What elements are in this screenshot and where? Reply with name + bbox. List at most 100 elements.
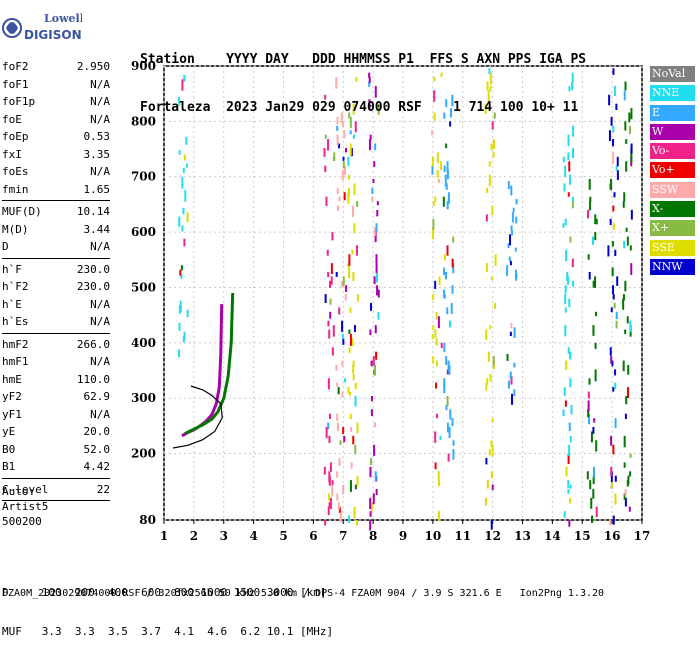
echo-dot xyxy=(486,480,489,489)
echo-dot xyxy=(433,90,436,102)
echo-dot xyxy=(610,356,613,364)
echo-dot xyxy=(630,108,633,120)
param-name: h`Es xyxy=(2,315,29,328)
x-tick-label: 15 xyxy=(574,529,591,543)
echo-dot xyxy=(490,440,493,447)
legend-item-x: X- xyxy=(650,201,695,218)
echo-dot xyxy=(629,471,632,477)
echo-dot xyxy=(437,178,440,184)
echo-dot xyxy=(612,125,615,133)
echo-dot xyxy=(624,497,627,507)
echo-dot xyxy=(342,338,345,345)
echo-dot xyxy=(491,484,494,491)
echo-dot xyxy=(432,227,435,240)
echo-dot xyxy=(351,249,354,255)
echo-dot xyxy=(338,457,341,466)
echo-dot xyxy=(327,378,330,390)
echo-dot xyxy=(507,181,510,190)
echo-dot xyxy=(374,422,377,428)
echo-dot xyxy=(373,227,376,237)
echo-dot xyxy=(433,77,436,82)
echo-dot xyxy=(589,201,592,211)
echo-dot xyxy=(446,170,449,180)
echo-dot xyxy=(345,147,348,153)
echo-dot xyxy=(443,165,446,173)
echo-dot xyxy=(323,466,326,475)
echo-dot xyxy=(327,320,330,327)
echo-dot xyxy=(567,134,570,146)
echo-dot xyxy=(328,280,331,288)
echo-dot xyxy=(513,327,516,339)
echo-dot xyxy=(626,236,629,246)
echo-dot xyxy=(349,480,352,492)
echo-dot xyxy=(180,265,183,271)
echo-dot xyxy=(327,271,330,278)
echo-dot xyxy=(616,156,619,167)
echo-dot xyxy=(489,72,492,85)
echo-dot xyxy=(594,311,597,317)
echo-dot xyxy=(352,435,355,445)
echo-dot xyxy=(351,338,354,347)
echo-dot xyxy=(563,183,566,192)
echo-dot xyxy=(181,176,184,189)
echo-dot xyxy=(178,322,181,331)
param-row: h`E N/A xyxy=(2,296,110,314)
echo-dot xyxy=(183,238,186,247)
echo-dot xyxy=(623,90,626,101)
echo-dot xyxy=(506,265,509,276)
echo-dot xyxy=(342,276,345,286)
echo-dot xyxy=(443,267,446,276)
echo-dot xyxy=(587,391,590,399)
echo-dot xyxy=(592,488,595,499)
echo-dot xyxy=(622,201,625,208)
echo-dot xyxy=(626,316,629,324)
echo-dot xyxy=(180,274,183,279)
echo-dot xyxy=(567,480,570,489)
auto-line1: Auto: xyxy=(2,485,36,498)
echo-dot xyxy=(625,395,628,405)
echo-dot xyxy=(338,143,341,149)
echo-dot xyxy=(339,511,342,523)
echo-dot xyxy=(622,360,625,372)
echo-dot xyxy=(568,444,571,457)
param-value: N/A xyxy=(90,240,110,253)
param-separator xyxy=(2,332,110,334)
echo-dot xyxy=(510,322,513,329)
echo-dot xyxy=(330,263,333,275)
echo-dot xyxy=(629,453,632,458)
param-name: foF1p xyxy=(2,95,36,108)
echo-dot xyxy=(328,502,331,508)
param-name: yF2 xyxy=(2,390,22,403)
echo-dot xyxy=(445,404,448,411)
echo-dot xyxy=(356,422,359,434)
echo-dot xyxy=(343,165,346,175)
echo-dot xyxy=(327,506,330,516)
echo-dot xyxy=(436,170,439,179)
echo-dot xyxy=(485,263,488,272)
echo-dot xyxy=(434,462,437,470)
x-tick-label: 4 xyxy=(249,529,257,543)
echo-dot xyxy=(356,294,359,302)
echo-dot xyxy=(347,192,350,204)
param-name: MUF(D) xyxy=(2,205,42,218)
echo-dot xyxy=(612,205,615,212)
param-row: foEs N/A xyxy=(2,163,110,181)
echo-dot xyxy=(485,457,488,465)
echo-dot xyxy=(324,165,327,173)
echo-dot xyxy=(610,116,613,126)
echo-dot xyxy=(336,125,339,131)
echo-dot xyxy=(595,440,598,452)
echo-dot xyxy=(564,307,567,313)
echo-dot xyxy=(335,77,338,89)
param-row: foF1p N/A xyxy=(2,93,110,111)
echo-dot xyxy=(437,471,440,481)
echo-dot xyxy=(568,174,571,185)
echo-dot xyxy=(614,249,617,257)
param-separator xyxy=(2,200,110,201)
x-tick-label: 14 xyxy=(544,529,561,543)
echo-dot xyxy=(356,201,359,207)
echo-dot xyxy=(343,378,346,383)
y-tick-label: 700 xyxy=(131,170,156,184)
echo-dot xyxy=(592,475,595,485)
echo-dot xyxy=(594,369,597,382)
